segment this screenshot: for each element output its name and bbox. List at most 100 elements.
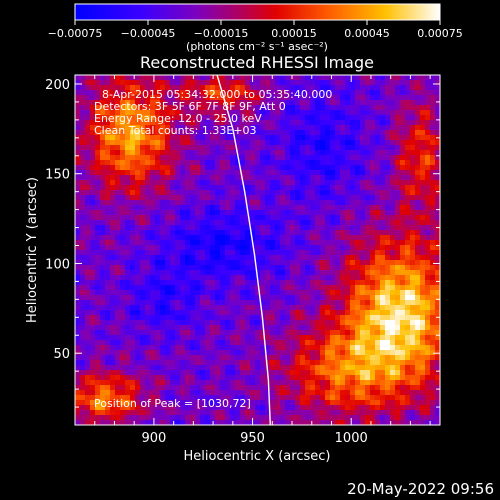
heatmap-cell: [350, 320, 356, 326]
heatmap-cell: [390, 285, 396, 291]
heatmap-cell: [185, 390, 191, 396]
heatmap-cell: [390, 140, 396, 146]
heatmap-cell: [215, 260, 221, 266]
heatmap-cell: [400, 415, 406, 421]
heatmap-cell: [170, 350, 176, 356]
heatmap-cell: [175, 335, 181, 341]
heatmap-cell: [315, 80, 321, 86]
heatmap-cell: [135, 405, 141, 411]
heatmap-cell: [225, 315, 231, 321]
heatmap-cell: [235, 110, 241, 116]
heatmap-cell: [125, 300, 131, 306]
heatmap-cell: [320, 205, 326, 211]
heatmap-cell: [415, 315, 421, 321]
heatmap-cell: [365, 130, 371, 136]
heatmap-cell: [190, 410, 196, 416]
heatmap-cell: [195, 245, 201, 251]
heatmap-cell: [315, 140, 321, 146]
heatmap-cell: [230, 295, 236, 301]
heatmap-cell: [160, 315, 166, 321]
heatmap-cell: [335, 210, 341, 216]
heatmap-cell: [395, 95, 401, 101]
heatmap-cell: [190, 375, 196, 381]
heatmap-cell: [115, 355, 121, 361]
heatmap-cell: [410, 165, 416, 171]
heatmap-cell: [180, 280, 186, 286]
heatmap-cell: [315, 395, 321, 401]
heatmap-cell: [350, 355, 356, 361]
heatmap-cell: [115, 250, 121, 256]
heatmap-cell: [415, 330, 421, 336]
heatmap-cell: [140, 335, 146, 341]
heatmap-cell: [240, 190, 246, 196]
heatmap-cell: [300, 325, 306, 331]
heatmap-cell: [305, 145, 311, 151]
heatmap-cell: [235, 370, 241, 376]
heatmap-cell: [170, 260, 176, 266]
heatmap-cell: [365, 145, 371, 151]
heatmap-cell: [155, 230, 161, 236]
heatmap-cell: [235, 265, 241, 271]
heatmap-cell: [225, 210, 231, 216]
heatmap-cell: [300, 345, 306, 351]
heatmap-cell: [290, 110, 296, 116]
heatmap-cell: [330, 365, 336, 371]
heatmap-cell: [310, 165, 316, 171]
heatmap-cell: [105, 400, 111, 406]
heatmap-cell: [365, 315, 371, 321]
heatmap-cell: [225, 150, 231, 156]
heatmap-cell: [360, 175, 366, 181]
heatmap-cell: [370, 185, 376, 191]
heatmap-cell: [420, 170, 426, 176]
heatmap-cell: [120, 360, 126, 366]
heatmap-cell: [285, 225, 291, 231]
heatmap-cell: [250, 300, 256, 306]
heatmap-cell: [405, 130, 411, 136]
heatmap-cell: [265, 390, 271, 396]
heatmap-cell: [425, 305, 431, 311]
heatmap-cell: [140, 370, 146, 376]
heatmap-cell: [325, 95, 331, 101]
heatmap-cell: [185, 325, 191, 331]
heatmap-cell: [195, 255, 201, 261]
heatmap-cell: [230, 85, 236, 91]
heatmap-cell: [180, 210, 186, 216]
heatmap-cell: [325, 325, 331, 331]
heatmap-cell: [130, 400, 136, 406]
heatmap-cell: [130, 320, 136, 326]
heatmap-cell: [185, 220, 191, 226]
heatmap-cell: [320, 250, 326, 256]
heatmap-cell: [340, 110, 346, 116]
heatmap-cell: [345, 165, 351, 171]
heatmap-cell: [320, 310, 326, 316]
heatmap-cell: [140, 100, 146, 106]
heatmap-cell: [385, 205, 391, 211]
heatmap-cell: [425, 255, 431, 261]
heatmap-cell: [300, 215, 306, 221]
heatmap-cell: [395, 85, 401, 91]
heatmap-cell: [380, 135, 386, 141]
heatmap-cell: [370, 170, 376, 176]
heatmap-cell: [110, 240, 116, 246]
heatmap-cell: [375, 215, 381, 221]
heatmap-cell: [105, 220, 111, 226]
heatmap-cell: [130, 355, 136, 361]
heatmap-cell: [115, 335, 121, 341]
heatmap-cell: [295, 400, 301, 406]
heatmap-cell: [355, 325, 361, 331]
heatmap-cell: [290, 290, 296, 296]
heatmap-cell: [375, 350, 381, 356]
heatmap-cell: [330, 320, 336, 326]
heatmap-cell: [185, 380, 191, 386]
heatmap-cell: [75, 85, 81, 91]
heatmap-cell: [185, 360, 191, 366]
heatmap-cell: [190, 315, 196, 321]
heatmap-cell: [190, 250, 196, 256]
heatmap-cell: [415, 210, 421, 216]
heatmap-cell: [185, 205, 191, 211]
heatmap-cell: [215, 285, 221, 291]
heatmap-cell: [385, 420, 391, 425]
heatmap-cell: [350, 110, 356, 116]
heatmap-cell: [290, 220, 296, 226]
heatmap-cell: [385, 140, 391, 146]
